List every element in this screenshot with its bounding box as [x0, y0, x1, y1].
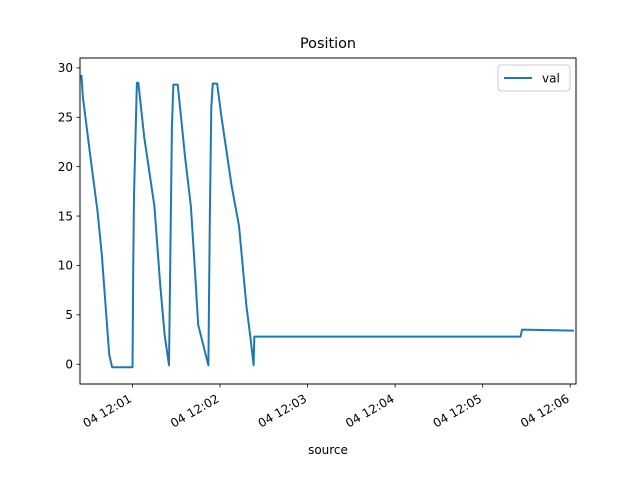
series-layer [80, 74, 575, 369]
plot-area [79, 57, 577, 385]
y-tick-label: 30 [58, 61, 73, 75]
x-axis-label: source [308, 443, 348, 457]
y-tick-label: 0 [65, 357, 73, 371]
legend: val [497, 64, 571, 92]
series-line-val [80, 74, 575, 369]
y-axis: 0 5 10 15 20 25 30 [58, 61, 80, 371]
y-tick-label: 5 [65, 308, 73, 322]
y-tick-label: 20 [58, 160, 73, 174]
legend-entry: val [542, 71, 560, 85]
y-tick-label: 15 [58, 209, 73, 223]
y-tick-label: 25 [58, 110, 73, 124]
chart-title: Position [300, 36, 356, 52]
y-tick-label: 10 [58, 259, 73, 273]
plot-frame [79, 57, 577, 385]
legend-box [497, 64, 571, 92]
